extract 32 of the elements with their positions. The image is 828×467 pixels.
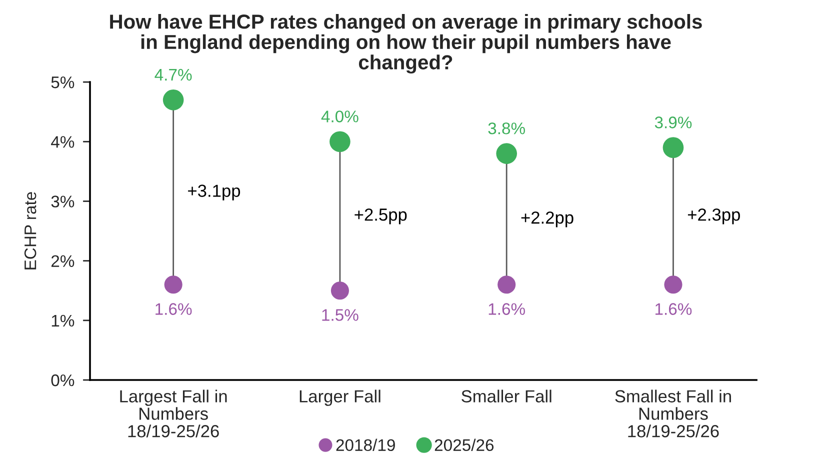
point	[662, 137, 684, 158]
y-axis-title: ECHP rate	[24, 192, 36, 270]
annotation: +2.2pp	[521, 211, 574, 228]
point	[330, 282, 349, 300]
x-tick-label: Smaller Fall	[462, 390, 552, 402]
data-label: 3.9%	[654, 116, 692, 128]
data-label: 1.6%	[488, 303, 525, 315]
x-tick-label: Larger Fall	[300, 390, 380, 406]
y-tick-label: 5%	[51, 76, 74, 88]
point	[330, 131, 350, 152]
annotation: +3.1pp	[188, 184, 240, 200]
legend-label: 2018/19	[336, 438, 395, 452]
y-tick-label: 3%	[51, 196, 74, 208]
data-label: 1.6%	[156, 303, 192, 315]
point	[496, 143, 518, 164]
data-label: 1.5%	[322, 309, 358, 321]
y-tick-label: 2%	[51, 255, 74, 267]
point	[498, 276, 516, 294]
point	[164, 276, 182, 294]
point	[162, 90, 184, 110]
point	[664, 276, 682, 294]
y-tick-label: 4%	[51, 136, 74, 148]
y-tick-label: 1%	[52, 314, 74, 327]
annotation: +2.5pp	[354, 208, 407, 224]
data-label: 3.8%	[488, 122, 525, 134]
data-label: 4.0%	[321, 110, 358, 122]
x-tick-label: Largest Fall in Numbers 18/19-25/26	[120, 390, 227, 438]
annotation: +2.3pp	[688, 208, 740, 224]
y-tick-label: 0%	[51, 374, 74, 386]
legend-label: 2025/26	[434, 438, 494, 452]
data-label: 1.6%	[656, 303, 692, 315]
x-tick-label: Smallest Fall in Numbers 18/19-25/26	[615, 390, 731, 438]
